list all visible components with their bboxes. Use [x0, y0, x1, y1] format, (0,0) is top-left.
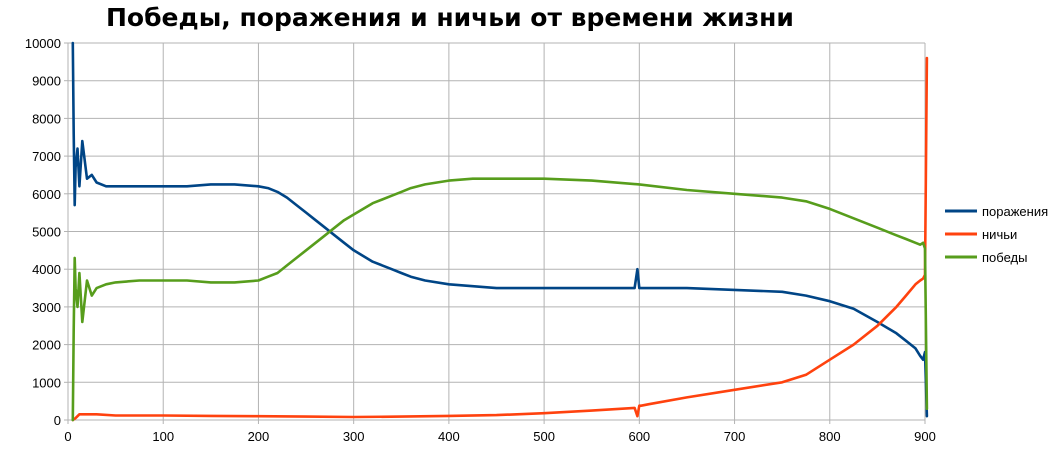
x-tick-label: 200 [248, 429, 270, 444]
legend-label-0: поражения [982, 204, 1048, 219]
series-line-2 [71, 177, 929, 422]
y-tick-label: 3000 [32, 300, 61, 315]
chart-title: Победы, поражения и ничьи от времени жиз… [106, 3, 794, 32]
y-tick-label: 9000 [32, 74, 61, 89]
y-tick-label: 5000 [32, 225, 61, 240]
y-tick-label: 0 [54, 413, 61, 428]
y-tick-label: 1000 [32, 375, 61, 390]
x-tick-label: 700 [724, 429, 746, 444]
y-tick-label: 10000 [25, 36, 61, 51]
x-tick-label: 900 [914, 429, 936, 444]
x-tick-label: 300 [343, 429, 365, 444]
series-line-0 [71, 41, 929, 418]
x-tick-label: 800 [819, 429, 841, 444]
series-line-1 [71, 56, 929, 422]
y-tick-label: 4000 [32, 262, 61, 277]
y-tick-label: 6000 [32, 187, 61, 202]
y-tick-label: 8000 [32, 111, 61, 126]
series-lines [71, 41, 929, 422]
x-tick-label: 500 [533, 429, 555, 444]
grid [68, 42, 926, 420]
legend-label-2: победы [982, 250, 1027, 265]
y-tick-label: 2000 [32, 338, 61, 353]
legend-label-1: ничьи [982, 227, 1017, 242]
x-tick-label: 0 [64, 429, 71, 444]
x-tick-label: 100 [152, 429, 174, 444]
x-tick-label: 400 [438, 429, 460, 444]
y-tick-label: 7000 [32, 149, 61, 164]
legend: поражения ничьи победы [945, 204, 1048, 265]
x-tick-label: 600 [628, 429, 650, 444]
axes: 0 100 200 300 400 500 600 700 800 900010002000300… [25, 36, 936, 444]
